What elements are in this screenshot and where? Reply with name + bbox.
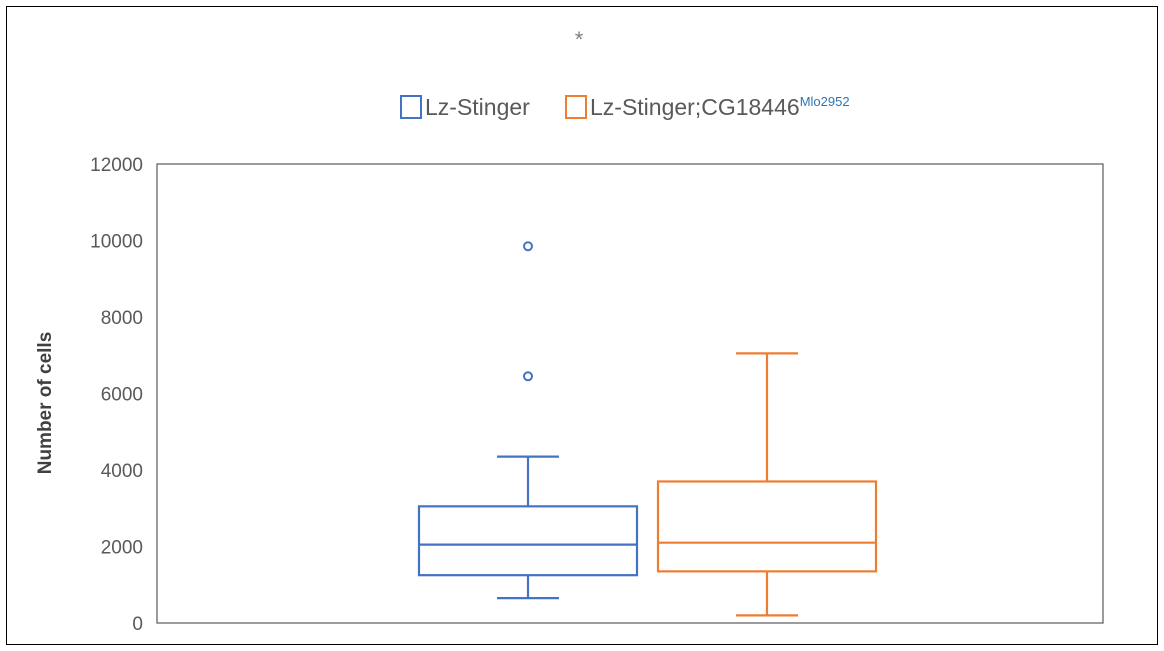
iqr-box bbox=[656, 480, 878, 573]
y-tick-label: 4000 bbox=[101, 461, 143, 482]
legend-label-superscript: Mlo2952 bbox=[800, 94, 850, 109]
outlier-point bbox=[523, 371, 533, 382]
y-axis-title: Number of cells bbox=[35, 332, 56, 475]
iqr-box bbox=[417, 505, 639, 577]
legend: Lz-Stinger Lz-Stinger;CG18446Mlo2952 bbox=[400, 94, 850, 120]
chart-frame: * Lz-Stinger Lz-Stinger;CG18446Mlo2952 0… bbox=[6, 6, 1158, 645]
boxes bbox=[417, 241, 878, 617]
legend-label-main: Lz-Stinger;CG18446 bbox=[590, 94, 800, 120]
legend-swatch-lz-stinger bbox=[400, 95, 422, 119]
y-axis: 0 2000 4000 6000 8000 10000 12000 bbox=[90, 155, 143, 635]
y-tick-label: 2000 bbox=[101, 538, 143, 559]
plot-area bbox=[156, 163, 1104, 624]
legend-swatch-lz-stinger-cg18446 bbox=[565, 95, 587, 119]
y-tick-label: 6000 bbox=[101, 385, 143, 406]
box-plot-chart: * Lz-Stinger Lz-Stinger;CG18446Mlo2952 0… bbox=[35, 27, 1104, 635]
outlier-point bbox=[523, 241, 533, 252]
y-tick-label: 12000 bbox=[90, 155, 143, 176]
y-tick-label: 10000 bbox=[90, 232, 143, 253]
box-group-lz-stinger-cg18446 bbox=[656, 352, 878, 617]
y-tick-label: 8000 bbox=[101, 308, 143, 329]
legend-label-lz-stinger-cg18446: Lz-Stinger;CG18446Mlo2952 bbox=[590, 94, 850, 120]
y-tick-label: 0 bbox=[132, 614, 143, 635]
legend-label-lz-stinger: Lz-Stinger bbox=[425, 94, 530, 120]
box-group-lz-stinger bbox=[417, 241, 639, 600]
significance-annotation: * bbox=[575, 27, 584, 52]
